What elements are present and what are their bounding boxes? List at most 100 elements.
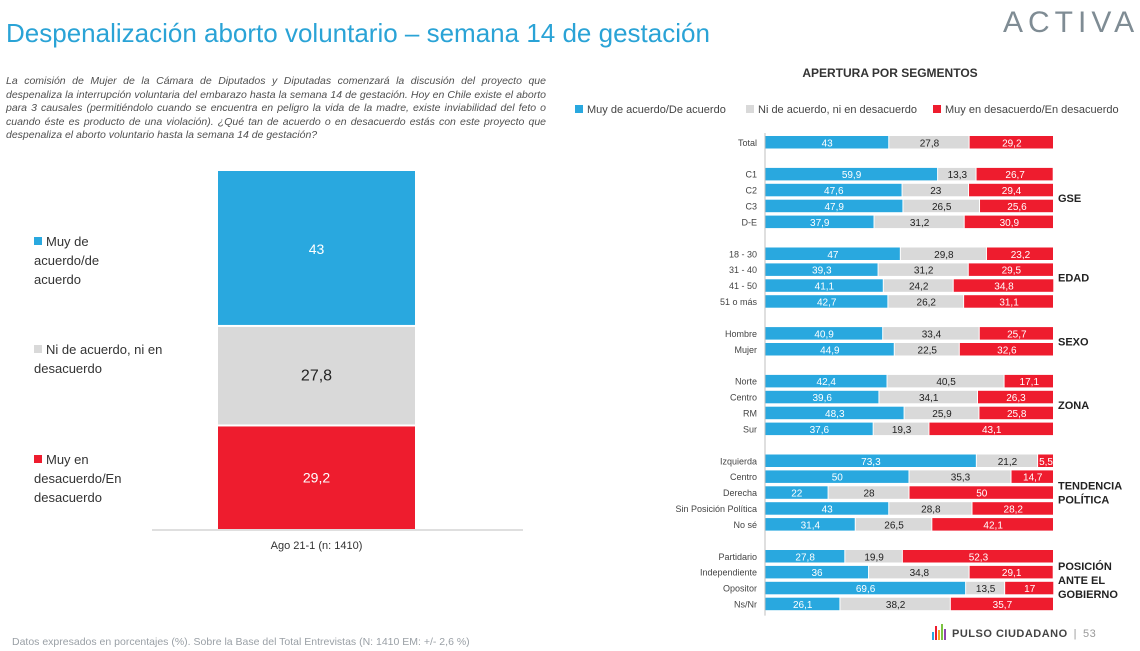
bar-value-label: 41,1	[815, 282, 835, 293]
group-label-line: TENDENCIA	[1058, 481, 1122, 493]
bar-value-label: 21,2	[998, 457, 1018, 468]
bar-segment	[765, 470, 909, 483]
group-label-line: POLÍTICA	[1058, 494, 1109, 507]
left-legend-neutral: Ni de acuerdo, ni en desacuerdo	[34, 340, 164, 378]
group-label: TENDENCIA POLÍTICA	[1058, 481, 1122, 507]
bar-segment	[874, 215, 964, 229]
left-legend-disagree: Muy en desacuerdo/En desacuerdo	[34, 450, 144, 507]
bar-segment	[855, 518, 932, 531]
legend-swatch-neutral	[34, 345, 42, 353]
row-label: Centro	[730, 472, 757, 482]
bar-segment	[980, 199, 1053, 213]
column-value-label: 29,2	[303, 470, 330, 486]
bar-segment	[887, 374, 1004, 388]
right-legend-disagree: Muy en desacuerdo/En desacuerdo	[933, 104, 1119, 116]
bar-segment	[894, 343, 959, 356]
bar-value-label: 59,9	[842, 170, 862, 181]
bar-value-label: 33,4	[922, 329, 942, 340]
bar-value-label: 26,3	[1006, 393, 1026, 404]
bar-value-label: 24,2	[909, 282, 929, 293]
bar-value-label: 17	[1024, 584, 1036, 595]
bar-segment	[976, 167, 1053, 181]
bar-segment	[976, 454, 1038, 467]
pulso-logo-icon	[932, 624, 947, 643]
page-title: Despenalización aborto voluntario – sema…	[6, 18, 710, 48]
bar-segment	[879, 390, 977, 404]
bar-value-label: 31,1	[999, 297, 1019, 308]
legend-label-agree: Muy de acuerdo/de acuerdo	[34, 234, 100, 287]
legend-swatch-neutral	[746, 105, 754, 113]
bar-segment	[765, 486, 828, 499]
bar-segment	[909, 470, 1011, 483]
bar-segment	[765, 215, 874, 229]
bar-segment	[966, 581, 1005, 595]
bar-segment	[765, 565, 869, 579]
bar-value-label: 39,3	[812, 266, 832, 277]
bar-segment	[1011, 470, 1053, 483]
row-label: Mujer	[734, 345, 757, 355]
bar-segment	[869, 565, 969, 579]
column-segment	[218, 171, 415, 325]
column-segment	[218, 426, 415, 529]
bar-value-label: 25,8	[1007, 409, 1027, 420]
bar-value-label: 50	[832, 473, 844, 484]
bar-value-label: 50	[976, 489, 988, 500]
bar-segment	[765, 343, 894, 356]
bar-value-label: 23	[930, 186, 942, 197]
page-separator: |	[1073, 628, 1078, 640]
row-label: RM	[743, 408, 757, 418]
bar-value-label: 34,8	[910, 568, 930, 579]
bar-value-label: 40,9	[814, 329, 834, 340]
bar-segment	[903, 199, 980, 213]
bar-value-label: 47,9	[824, 202, 844, 213]
group-label-line: ZONA	[1058, 400, 1089, 412]
bar-segment	[932, 518, 1053, 531]
bar-segment	[878, 263, 968, 276]
bar-segment	[969, 565, 1053, 579]
bar-value-label: 13,3	[948, 170, 968, 181]
category-label: Ago 21-1 (n: 1410)	[271, 540, 363, 552]
bar-value-label: 26,5	[932, 202, 952, 213]
bar-value-label: 27,8	[795, 552, 815, 563]
bar-value-label: 42,7	[817, 297, 837, 308]
bar-value-label: 47	[827, 250, 839, 261]
bar-value-label: 31,4	[801, 520, 821, 531]
bar-value-label: 40,5	[936, 377, 956, 388]
row-label: C3	[745, 201, 757, 211]
bar-segment	[979, 406, 1053, 420]
bar-segment	[765, 263, 878, 276]
row-label: Ns/Nr	[734, 599, 757, 609]
legend-swatch-agree	[34, 237, 42, 245]
bar-segment	[765, 167, 938, 181]
group-label-line: GSE	[1058, 193, 1081, 205]
bar-segment	[765, 295, 888, 308]
bar-segment	[840, 597, 950, 611]
bar-value-label: 5,5	[1039, 457, 1053, 468]
bar-value-label: 37,6	[810, 425, 830, 436]
group-label-line: ANTE EL	[1058, 575, 1105, 587]
bar-segment	[889, 136, 969, 149]
bar-value-label: 38,2	[886, 600, 906, 611]
row-label: 41 - 50	[729, 281, 757, 291]
bar-value-label: 69,6	[856, 584, 876, 595]
bar-value-label: 28	[863, 489, 875, 500]
bar-segment	[765, 136, 889, 149]
group-label-line: EDAD	[1058, 273, 1089, 285]
bar-value-label: 28,2	[1004, 504, 1024, 515]
legend-label-neutral: Ni de acuerdo, ni en desacuerdo	[758, 104, 917, 116]
bar-value-label: 29,1	[1002, 568, 1022, 579]
group-label-line: POSICIÓN	[1058, 560, 1112, 573]
bar-segment	[765, 247, 900, 260]
brand-name: PULSO CIUDADANO	[952, 628, 1068, 640]
column-segment	[218, 326, 415, 425]
bar-segment	[959, 343, 1053, 356]
legend-label-neutral: Ni de acuerdo, ni en desacuerdo	[34, 342, 163, 376]
row-label: Norte	[735, 377, 757, 387]
bar-value-label: 29,8	[934, 250, 954, 261]
bar-value-label: 34,8	[994, 282, 1014, 293]
bar-segment	[979, 327, 1053, 340]
bar-segment	[900, 247, 986, 260]
group-label-line: SEXO	[1058, 336, 1089, 348]
bar-value-label: 35,7	[993, 600, 1013, 611]
row-label: D-E	[742, 217, 758, 227]
